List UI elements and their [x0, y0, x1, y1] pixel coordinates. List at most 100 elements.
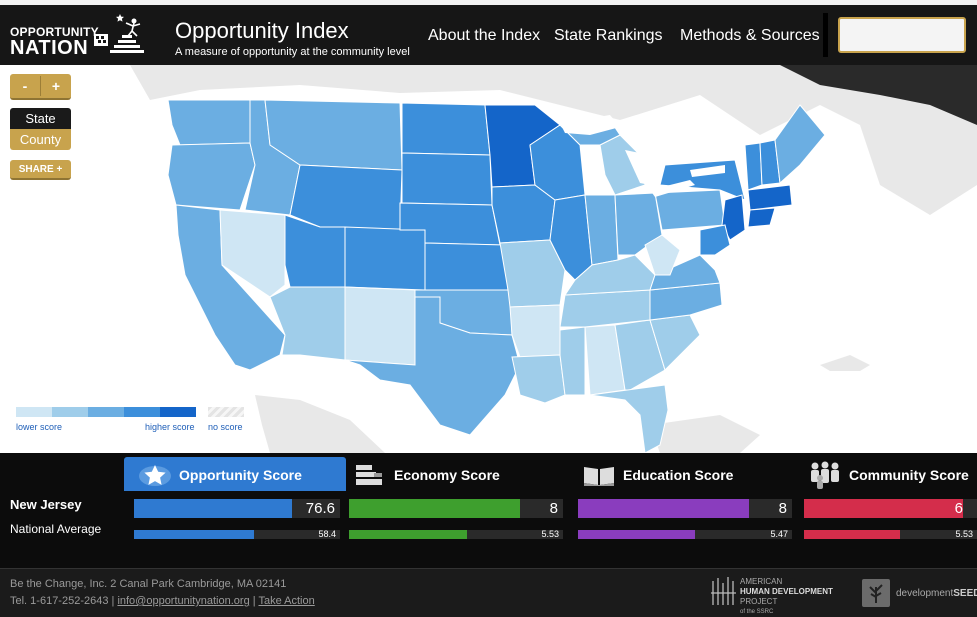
toggle-county-button[interactable]: County: [10, 129, 71, 150]
tab-economy-score[interactable]: Economy Score: [352, 457, 572, 491]
take-action-link[interactable]: Take Action: [258, 595, 315, 607]
bar-fill: [349, 530, 468, 539]
legend-swatch-5: [160, 407, 196, 417]
footer-phone: Tel. 1-617-252-2643 |: [10, 595, 118, 607]
state-new-mexico: [344, 286, 416, 366]
selected-state-name: New Jersey: [10, 497, 82, 512]
bar-value: 76.6: [305, 500, 335, 517]
caribbean-landmass: [650, 415, 760, 453]
nav-state-rankings[interactable]: State Rankings: [554, 27, 663, 44]
state-maryland: [699, 224, 731, 256]
hdp-figures-icon: [711, 577, 736, 605]
state-texas: [344, 296, 521, 436]
logo-flag-stairs-icon: [94, 14, 144, 53]
top-strip: [0, 0, 977, 5]
tab-education-score[interactable]: Education Score: [580, 457, 800, 491]
state-tennessee: [559, 289, 651, 328]
score-panel: Opportunity Score Economy Score Educatio…: [0, 453, 977, 568]
national-average-label: National Average: [10, 522, 102, 536]
tab-label: Economy Score: [394, 467, 500, 483]
state-virginia: [649, 254, 721, 291]
open-book-icon: [584, 467, 614, 486]
page-subtitle: A measure of opportunity at the communit…: [175, 46, 410, 58]
lake-erie: [650, 180, 695, 197]
state-wyoming: [289, 164, 403, 231]
state-community-bar: 6: [804, 499, 977, 518]
tab-community-score[interactable]: Community Score: [808, 457, 977, 491]
state-economy-bar: 8: [349, 499, 563, 518]
toggle-state-button[interactable]: State: [10, 108, 71, 129]
bar-value: 5.53: [541, 529, 559, 539]
opportunity-nation-logo[interactable]: OPPORTUNITY NATION: [8, 12, 148, 60]
map-area[interactable]: - + State County SHARE + lower score hig…: [0, 65, 977, 453]
state-connecticut: [747, 207, 776, 228]
north-dark-region: [780, 65, 977, 125]
share-button[interactable]: SHARE +: [10, 160, 71, 180]
state-kentucky: [564, 254, 656, 296]
legend-label-no-score: no score: [208, 422, 243, 432]
seed-box: [862, 579, 890, 607]
state-maine: [774, 104, 826, 185]
zoom-in-button[interactable]: +: [51, 78, 61, 94]
tab-opportunity-score[interactable]: Opportunity Score: [124, 457, 346, 491]
seed-text-b: SEED: [953, 588, 977, 599]
nav-methods-sources[interactable]: Methods & Sources: [680, 27, 820, 44]
star-icon: [139, 465, 171, 486]
bar-value: 8: [778, 500, 787, 517]
national-community-bar: 5.53: [804, 529, 977, 539]
tab-label: Opportunity Score: [179, 467, 302, 483]
zoom-out-button[interactable]: -: [22, 78, 28, 94]
seed-text-a: development: [896, 588, 954, 599]
tab-label: Education Score: [623, 467, 734, 483]
state-south-dakota: [401, 152, 493, 206]
footer-separator: |: [249, 595, 259, 607]
state-pennsylvania: [654, 189, 726, 231]
lake-ontario: [690, 165, 725, 177]
hdp-line-2: HUMAN DEVELOPMENT: [740, 587, 833, 596]
mexico-landmass: [255, 395, 385, 453]
state-washington: [167, 99, 251, 146]
bar-fill: [578, 530, 696, 539]
legend-swatch-2: [52, 407, 88, 417]
american-human-development-project-logo[interactable]: AMERICAN HUMAN DEVELOPMENT PROJECT of th…: [710, 575, 833, 615]
hdp-line-1: AMERICAN: [740, 577, 783, 586]
state-shapes: [167, 99, 826, 453]
seedling-icon: [869, 584, 883, 603]
state-iowa: [491, 184, 556, 244]
people-icon: [811, 461, 839, 489]
nav-about-the-index[interactable]: About the Index: [428, 27, 541, 44]
footer-contact: Tel. 1-617-252-2643 | info@opportunityna…: [10, 595, 315, 607]
hdp-text: AMERICAN HUMAN DEVELOPMENT PROJECT of th…: [740, 577, 833, 617]
footer-email-link[interactable]: info@opportunitynation.org: [117, 595, 250, 607]
bar-fill: [349, 499, 521, 518]
state-new-jersey: [721, 194, 746, 241]
bahamas-landmass: [820, 355, 870, 371]
bar-fill: [578, 499, 750, 518]
seed-text: developmentSEED: [896, 588, 977, 599]
cash-register-icon: [356, 465, 382, 485]
national-economy-bar: 5.53: [349, 529, 563, 539]
legend-swatch-no-score: [208, 407, 244, 417]
tab-label: Community Score: [849, 467, 969, 483]
bar-value: 8: [549, 500, 558, 517]
bar-value: 5.53: [955, 529, 973, 539]
state-west-virginia: [644, 234, 681, 276]
bar-fill: [804, 530, 900, 539]
site-header: OPPORTUNITY NATION Opportunity Index A m…: [0, 5, 977, 65]
search-input[interactable]: [838, 17, 966, 53]
bar-value: 58.4: [318, 529, 336, 539]
us-choropleth-map[interactable]: [0, 65, 977, 453]
national-opportunity-bar: 58.4: [134, 529, 340, 539]
legend-label-higher: higher score: [145, 422, 195, 432]
footer-address: Be the Change, Inc. 2 Canal Park Cambrid…: [10, 578, 287, 590]
state-mississippi: [559, 326, 586, 396]
zoom-controls: - +: [10, 74, 71, 100]
bar-fill: [134, 530, 255, 539]
state-kansas: [424, 242, 509, 291]
logo-text-top: OPPORTUNITY: [10, 25, 99, 39]
state-education-bar: 8: [578, 499, 792, 518]
state-colorado: [344, 226, 426, 291]
state-florida: [589, 384, 669, 453]
canada-landmass: [130, 65, 977, 215]
zoom-separator: [40, 76, 41, 96]
